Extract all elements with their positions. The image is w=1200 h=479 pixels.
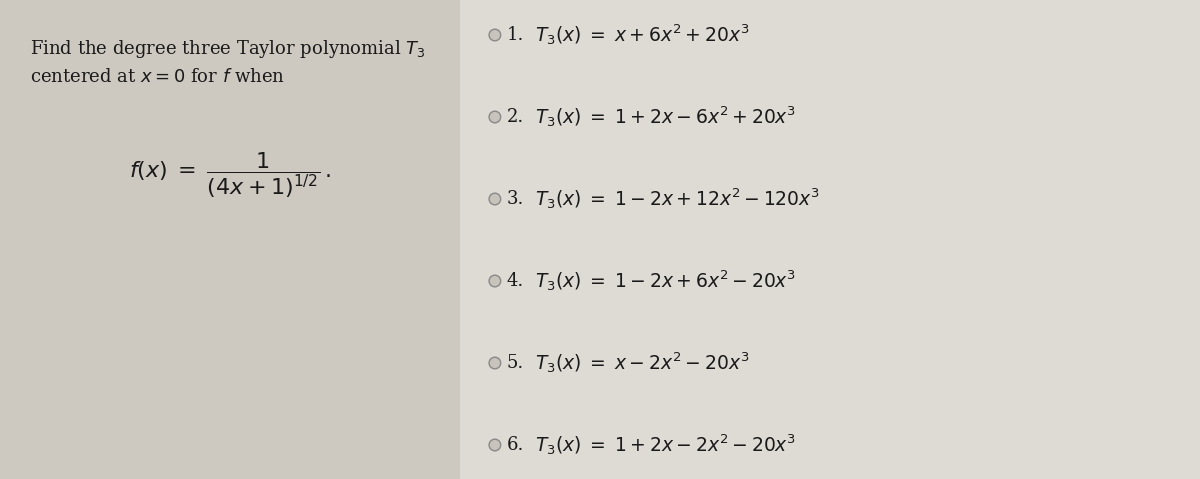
Text: 1.: 1. (506, 26, 524, 44)
Circle shape (490, 193, 500, 205)
Text: $T_3(x)\; =\; 1 + 2x - 2x^2 - 20x^3$: $T_3(x)\; =\; 1 + 2x - 2x^2 - 20x^3$ (535, 433, 796, 457)
Bar (0, 0, 460, 479)
Text: $T_3(x)\; =\; 1 - 2x + 12x^2 - 120x^3$: $T_3(x)\; =\; 1 - 2x + 12x^2 - 120x^3$ (535, 187, 820, 211)
Bar (460, 0, 1200, 479)
Text: Find the degree three Taylor polynomial $T_3$: Find the degree three Taylor polynomial … (30, 38, 426, 60)
Text: $T_3(x)\; =\; x + 6x^2 + 20x^3$: $T_3(x)\; =\; x + 6x^2 + 20x^3$ (535, 23, 749, 47)
Circle shape (490, 357, 500, 369)
Text: 6.: 6. (506, 436, 524, 454)
Text: 5.: 5. (506, 354, 524, 372)
Circle shape (490, 111, 500, 123)
Text: $T_3(x)\; =\; 1 + 2x - 6x^2 + 20x^3$: $T_3(x)\; =\; 1 + 2x - 6x^2 + 20x^3$ (535, 104, 796, 129)
Text: 3.: 3. (506, 190, 524, 208)
Circle shape (490, 275, 500, 287)
Text: centered at $x = 0$ for $f$ when: centered at $x = 0$ for $f$ when (30, 68, 286, 86)
Text: 2.: 2. (506, 108, 524, 126)
Circle shape (490, 439, 500, 451)
Text: $f(x)\;=\;\dfrac{1}{(4x+1)^{1/2}}\,.$: $f(x)\;=\;\dfrac{1}{(4x+1)^{1/2}}\,.$ (128, 150, 331, 200)
Circle shape (490, 29, 500, 41)
Text: $T_3(x)\; =\; 1 - 2x + 6x^2 - 20x^3$: $T_3(x)\; =\; 1 - 2x + 6x^2 - 20x^3$ (535, 269, 796, 294)
Text: 4.: 4. (506, 272, 524, 290)
Text: $T_3(x)\; =\; x - 2x^2 - 20x^3$: $T_3(x)\; =\; x - 2x^2 - 20x^3$ (535, 351, 749, 376)
